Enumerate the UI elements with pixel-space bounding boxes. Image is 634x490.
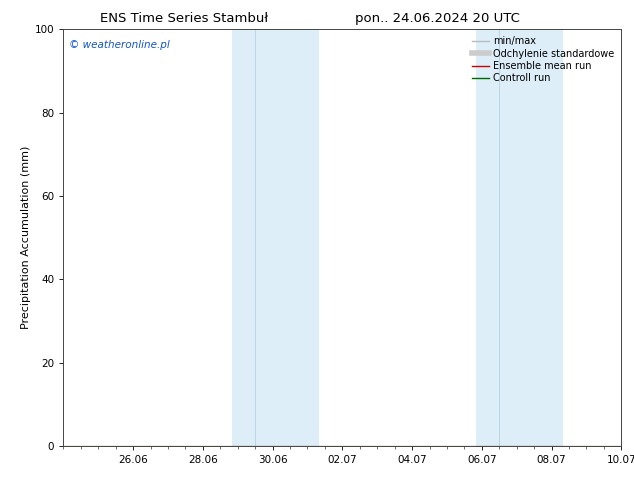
Bar	[476, 29, 563, 446]
Y-axis label: Precipitation Accumulation (mm): Precipitation Accumulation (mm)	[20, 146, 30, 329]
Bar	[232, 29, 319, 446]
Text: © weatheronline.pl: © weatheronline.pl	[69, 40, 170, 50]
Text: pon.. 24.06.2024 20 UTC: pon.. 24.06.2024 20 UTC	[355, 12, 520, 25]
Text: ENS Time Series Stambuł: ENS Time Series Stambuł	[100, 12, 268, 25]
Legend: min/max, Odchylenie standardowe, Ensemble mean run, Controll run: min/max, Odchylenie standardowe, Ensembl…	[470, 34, 616, 85]
